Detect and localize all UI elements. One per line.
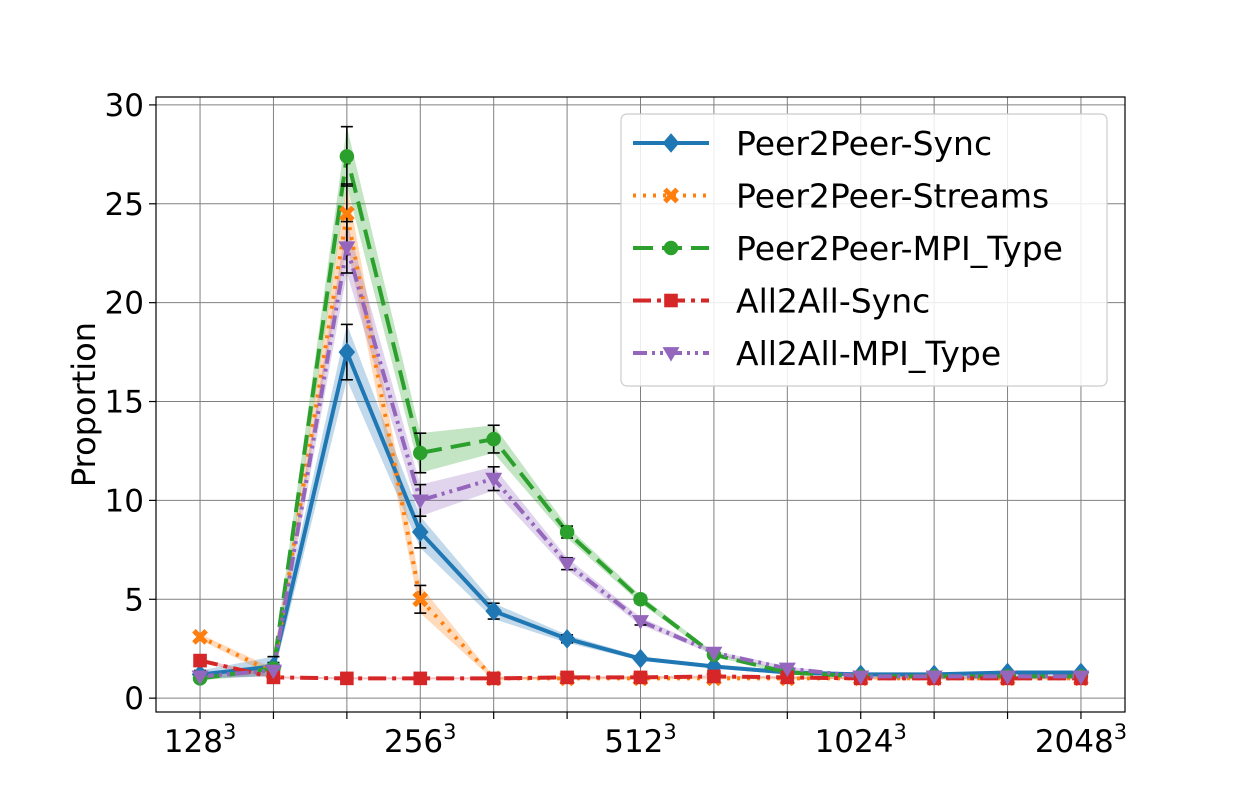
data-point [633, 670, 648, 685]
legend: Peer2Peer-Sync Peer2Peer-Streams Peer2Peer… [620, 113, 1108, 387]
x-tick-label: 1283 [164, 720, 237, 760]
data-point [663, 240, 679, 256]
data-point [925, 670, 943, 686]
data-point [339, 149, 355, 164]
x-tick-label: 10243 [815, 720, 907, 760]
data-point [338, 241, 356, 256]
y-tick-label: 0 [124, 681, 144, 717]
data-point [413, 445, 428, 461]
data-point [193, 653, 207, 668]
x-tick-label: 2563 [384, 720, 457, 760]
data-point [411, 494, 429, 510]
data-point [662, 347, 680, 362]
data-point [191, 670, 209, 686]
data-point [412, 591, 429, 608]
y-tick-label: 10 [105, 483, 144, 519]
data-point [558, 557, 576, 573]
x-tick-label: 5123 [604, 720, 677, 760]
error-bands [200, 126, 1081, 681]
y-tick-label: 15 [105, 385, 144, 421]
legend-label: Peer2Peer-Sync [736, 124, 992, 163]
data-point [662, 133, 680, 153]
legend-entry: Peer2Peer-Streams [633, 177, 1049, 216]
y-tick-label: 30 [105, 88, 144, 124]
data-point [486, 431, 501, 447]
data-point [559, 524, 575, 540]
data-point [560, 670, 574, 685]
data-point [705, 646, 723, 662]
series-markers [191, 149, 1090, 687]
legend-label: All2All-MPI_Type [736, 334, 1001, 373]
axis-ticks: 0 5 10 15 20 25 30 1283 2563 5123 10243 20483 [105, 88, 1128, 760]
legend-entry: Peer2Peer-Sync [633, 124, 992, 163]
y-tick-label: 5 [124, 582, 144, 618]
data-point [411, 522, 429, 542]
data-point [1072, 670, 1090, 686]
data-point [631, 615, 650, 630]
data-point [707, 669, 721, 684]
data-point [632, 648, 649, 669]
x-tick-label: 20483 [1035, 720, 1127, 760]
data-point [558, 629, 576, 649]
y-tick-label: 25 [105, 187, 144, 223]
data-point [413, 671, 428, 686]
y-axis-label: Proportion [65, 322, 103, 487]
legend-entry: All2All-Sync [633, 282, 930, 321]
error-band [200, 658, 1081, 680]
data-point [338, 342, 356, 362]
data-point [663, 187, 679, 204]
legend-entry: All2All-MPI_Type [633, 334, 1001, 373]
data-point [485, 472, 503, 488]
data-point [485, 601, 502, 621]
legend-box [620, 113, 1108, 387]
y-tick-label: 20 [105, 286, 144, 322]
legend-label: Peer2Peer-Streams [736, 177, 1049, 216]
legend-label: All2All-Sync [736, 282, 930, 321]
legend-entry: Peer2Peer-MPI_Type [633, 229, 1063, 268]
data-point [486, 671, 501, 686]
legend-label: Peer2Peer-MPI_Type [736, 229, 1063, 268]
data-point [852, 670, 870, 686]
data-point [340, 671, 354, 686]
data-point [633, 592, 648, 607]
data-point [778, 662, 796, 678]
data-point [664, 293, 678, 308]
data-point [192, 628, 208, 645]
data-point [999, 670, 1017, 686]
data-point [338, 205, 355, 222]
data-point [264, 664, 282, 680]
